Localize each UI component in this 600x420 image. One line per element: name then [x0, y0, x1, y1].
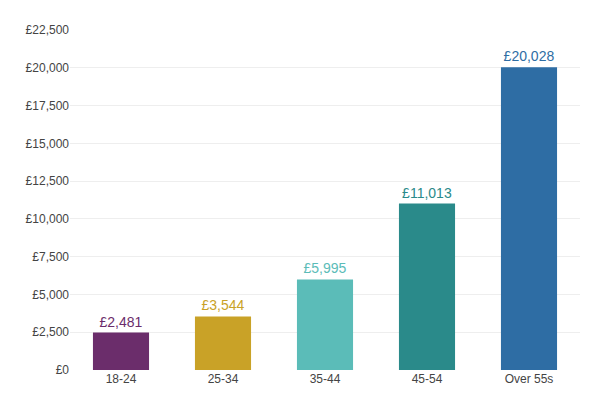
svg-text:£2,481: £2,481	[99, 314, 142, 330]
svg-text:18-24: 18-24	[106, 372, 137, 386]
svg-text:£3,544: £3,544	[201, 297, 244, 313]
svg-text:£15,000: £15,000	[26, 137, 70, 151]
svg-text:45-54: 45-54	[412, 372, 443, 386]
svg-text:£20,028: £20,028	[504, 48, 555, 64]
svg-text:£5,000: £5,000	[32, 288, 69, 302]
svg-text:Over 55s: Over 55s	[505, 372, 554, 386]
svg-text:£20,000: £20,000	[26, 61, 70, 75]
svg-text:35-44: 35-44	[310, 372, 341, 386]
svg-text:£12,500: £12,500	[26, 174, 70, 188]
svg-text:£0: £0	[56, 363, 70, 377]
svg-text:£2,500: £2,500	[32, 325, 69, 339]
svg-text:£17,500: £17,500	[26, 99, 70, 113]
svg-text:£11,013: £11,013	[402, 185, 452, 201]
svg-text:£7,500: £7,500	[32, 250, 69, 264]
svg-text:£10,000: £10,000	[26, 212, 70, 226]
svg-text:25-34: 25-34	[208, 372, 239, 386]
svg-text:£22,500: £22,500	[26, 23, 70, 37]
svg-text:£5,995: £5,995	[303, 260, 346, 276]
